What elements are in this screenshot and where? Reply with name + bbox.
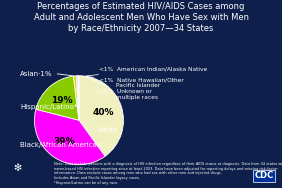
Text: <1%  Unknown or
         multiple races: <1% Unknown or multiple races xyxy=(85,77,158,100)
Text: <1%  Native Hawaiian/Other
         Pacific Islander: <1% Native Hawaiian/Other Pacific Island… xyxy=(86,77,184,88)
Text: 39%: 39% xyxy=(54,137,75,146)
Text: Black/African American: Black/African American xyxy=(20,142,102,148)
Text: White: White xyxy=(98,127,118,133)
Wedge shape xyxy=(76,76,79,120)
Text: ❇: ❇ xyxy=(13,163,21,173)
Text: Asian·1%: Asian·1% xyxy=(20,71,53,77)
Text: Percentages of Estimated HIV/AIDS Cases among
Adult and Adolescent Men Who Have : Percentages of Estimated HIV/AIDS Cases … xyxy=(34,2,248,33)
Wedge shape xyxy=(73,76,79,120)
Wedge shape xyxy=(34,109,105,165)
Text: <1%  American Indian/Alaska Native: <1% American Indian/Alaska Native xyxy=(86,67,208,76)
Text: CDC: CDC xyxy=(254,171,274,180)
Wedge shape xyxy=(36,76,79,120)
Wedge shape xyxy=(79,76,124,156)
Text: Hispanic/Latino*: Hispanic/Latino* xyxy=(20,104,78,110)
Text: 40%: 40% xyxy=(93,108,114,117)
Wedge shape xyxy=(78,76,79,120)
Text: Note: Data include persons with a diagnosis of HIV infection regardless of their: Note: Data include persons with a diagno… xyxy=(54,162,282,185)
Wedge shape xyxy=(78,76,79,120)
Text: 19%: 19% xyxy=(51,96,73,105)
